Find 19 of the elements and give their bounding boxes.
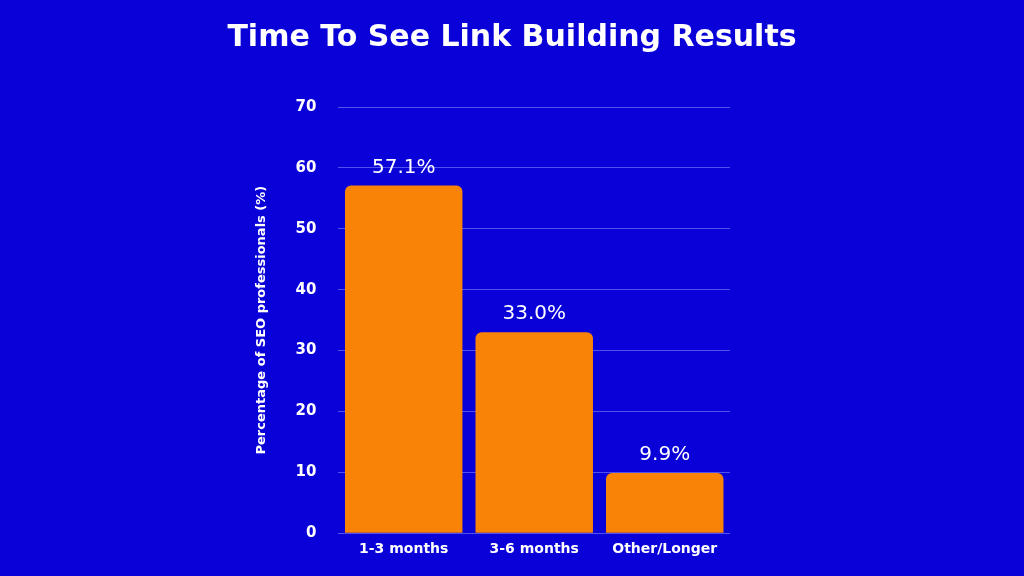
y-tick-label: 50 xyxy=(295,218,317,237)
y-tick-label: 60 xyxy=(295,157,317,176)
x-tick-label: 1-3 months xyxy=(359,540,449,557)
x-tick-label: 3-6 months xyxy=(489,540,579,557)
bar xyxy=(345,185,463,533)
chart-title: Time To See Link Building Results xyxy=(226,18,798,53)
y-tick-label: 30 xyxy=(295,340,317,359)
y-tick-label: 40 xyxy=(295,279,317,298)
y-tick-label: 0 xyxy=(306,523,317,542)
x-tick-label: Other/Longer xyxy=(612,540,718,557)
y-tick-label: 10 xyxy=(295,462,317,481)
bar xyxy=(475,332,593,533)
y-tick-label: 70 xyxy=(295,96,317,115)
data-label: 33.0% xyxy=(502,300,567,325)
data-label: 9.9% xyxy=(639,441,691,466)
y-axis-title: Percentage of SEO professionals (%) xyxy=(253,185,269,455)
bar xyxy=(606,472,724,533)
data-label: 57.1% xyxy=(371,153,436,178)
y-tick-label: 20 xyxy=(295,401,317,420)
